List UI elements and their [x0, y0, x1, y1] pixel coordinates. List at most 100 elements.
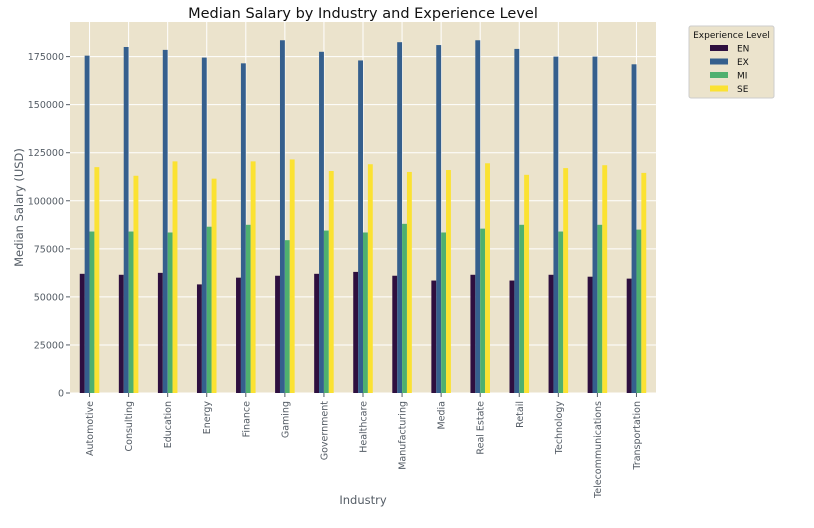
- bar-ex: [514, 48, 520, 393]
- bar-en: [392, 275, 398, 393]
- bar-se: [406, 171, 412, 393]
- bar-ex: [475, 40, 481, 393]
- legend-label-se: SE: [737, 85, 749, 95]
- bar-mi: [245, 224, 251, 393]
- bar-en: [626, 278, 632, 393]
- bar-se: [641, 172, 647, 393]
- bar-se: [172, 161, 178, 393]
- x-tick-label: Real Estate: [476, 401, 487, 455]
- bar-en: [509, 280, 515, 393]
- bar-ex: [436, 45, 442, 394]
- bar-se: [211, 178, 217, 393]
- bar-mi: [597, 224, 603, 393]
- bar-se: [563, 168, 569, 393]
- bar-mi: [402, 223, 407, 393]
- bar-ex: [201, 57, 207, 394]
- legend-box: [688, 25, 775, 99]
- legend-swatch-ex: [710, 58, 728, 65]
- bar-se: [524, 174, 530, 393]
- bar-en: [275, 275, 280, 393]
- bar-se: [133, 175, 139, 393]
- bar-en: [431, 280, 437, 393]
- bar-en: [587, 276, 593, 393]
- bar-ex: [240, 63, 246, 394]
- y-tick-label: 50000: [34, 292, 64, 303]
- legend-swatch-en: [710, 45, 728, 51]
- x-tick-label: Finance: [241, 401, 252, 437]
- y-tick-label: 150000: [28, 100, 64, 111]
- x-tick-label: Energy: [202, 401, 213, 435]
- bar-en: [236, 277, 241, 393]
- bar-se: [485, 163, 490, 393]
- bar-mi: [441, 232, 447, 393]
- y-tick-label: 175000: [28, 52, 64, 63]
- bar-ex: [123, 46, 129, 394]
- x-tick-label: Government: [319, 401, 330, 461]
- legend-swatch-se: [710, 85, 728, 92]
- bar-ex: [84, 55, 90, 394]
- x-tick-label: Gaming: [280, 401, 291, 438]
- bar-mi: [89, 231, 95, 393]
- legend: Experience Level EN EX MI SE: [688, 25, 775, 99]
- bar-mi: [128, 231, 134, 393]
- bar-ex: [553, 56, 559, 393]
- legend-label-en: EN: [737, 45, 749, 55]
- bar-se: [446, 170, 451, 393]
- y-tick-label: 75000: [34, 244, 64, 255]
- bar-mi: [558, 231, 564, 393]
- bar-mi: [284, 240, 290, 393]
- x-tick-label: Telecommunications: [593, 401, 604, 499]
- bar-ex: [162, 49, 168, 394]
- bar-se: [602, 165, 608, 393]
- bar-ex: [397, 42, 403, 394]
- x-tick-label: Manufacturing: [398, 401, 409, 470]
- x-tick-label: Retail: [515, 401, 526, 428]
- y-axis-title: Median Salary (USD): [12, 148, 26, 267]
- bar-mi: [206, 226, 212, 393]
- x-tick-label: Technology: [554, 401, 565, 456]
- bar-en: [353, 271, 359, 393]
- legend-label-mi: MI: [737, 72, 747, 82]
- y-tick-label: 125000: [28, 148, 64, 159]
- bar-ex: [319, 51, 324, 393]
- legend-swatch-mi: [710, 72, 728, 78]
- chart-title: Median Salary by Industry and Experience…: [188, 6, 538, 22]
- bar-ex: [631, 64, 637, 393]
- bar-ex: [592, 56, 598, 393]
- bar-se: [367, 164, 373, 393]
- x-tick-label: Healthcare: [359, 401, 370, 453]
- axes: 0 25000 50000 75000 100000 125000 150000 175000…: [28, 52, 643, 499]
- bar-mi: [363, 232, 368, 393]
- y-tick-label: 100000: [28, 196, 64, 207]
- legend-title: Experience Level: [693, 31, 770, 41]
- bar-en: [157, 272, 163, 393]
- bar-ex: [279, 40, 285, 393]
- bar-se: [250, 161, 256, 393]
- bar-mi: [323, 230, 329, 393]
- bar-se: [289, 159, 295, 393]
- bars: [79, 40, 647, 394]
- x-tick-label: Transportation: [632, 401, 643, 471]
- x-tick-label: Consulting: [124, 401, 135, 452]
- bar-mi: [636, 229, 642, 393]
- bar-en: [196, 284, 202, 393]
- bar-mi: [480, 228, 486, 393]
- legend-items: EN EX MI SE: [710, 45, 749, 95]
- x-tick-label: Education: [163, 401, 174, 448]
- bar-en: [470, 274, 476, 393]
- bar-mi: [167, 232, 173, 393]
- bar-en: [314, 273, 320, 393]
- bar-mi: [519, 224, 525, 393]
- y-tick-label: 25000: [34, 340, 64, 351]
- bar-en: [548, 274, 554, 393]
- y-tick-label: 0: [58, 389, 64, 400]
- x-tick-label: Media: [437, 401, 448, 430]
- x-tick-label: Automotive: [85, 401, 96, 456]
- bar-en: [118, 274, 124, 393]
- bar-en: [79, 273, 85, 393]
- bar-se: [94, 167, 100, 393]
- bar-ex: [358, 60, 363, 394]
- x-axis-title: Industry: [339, 493, 386, 507]
- legend-label-ex: EX: [737, 58, 749, 68]
